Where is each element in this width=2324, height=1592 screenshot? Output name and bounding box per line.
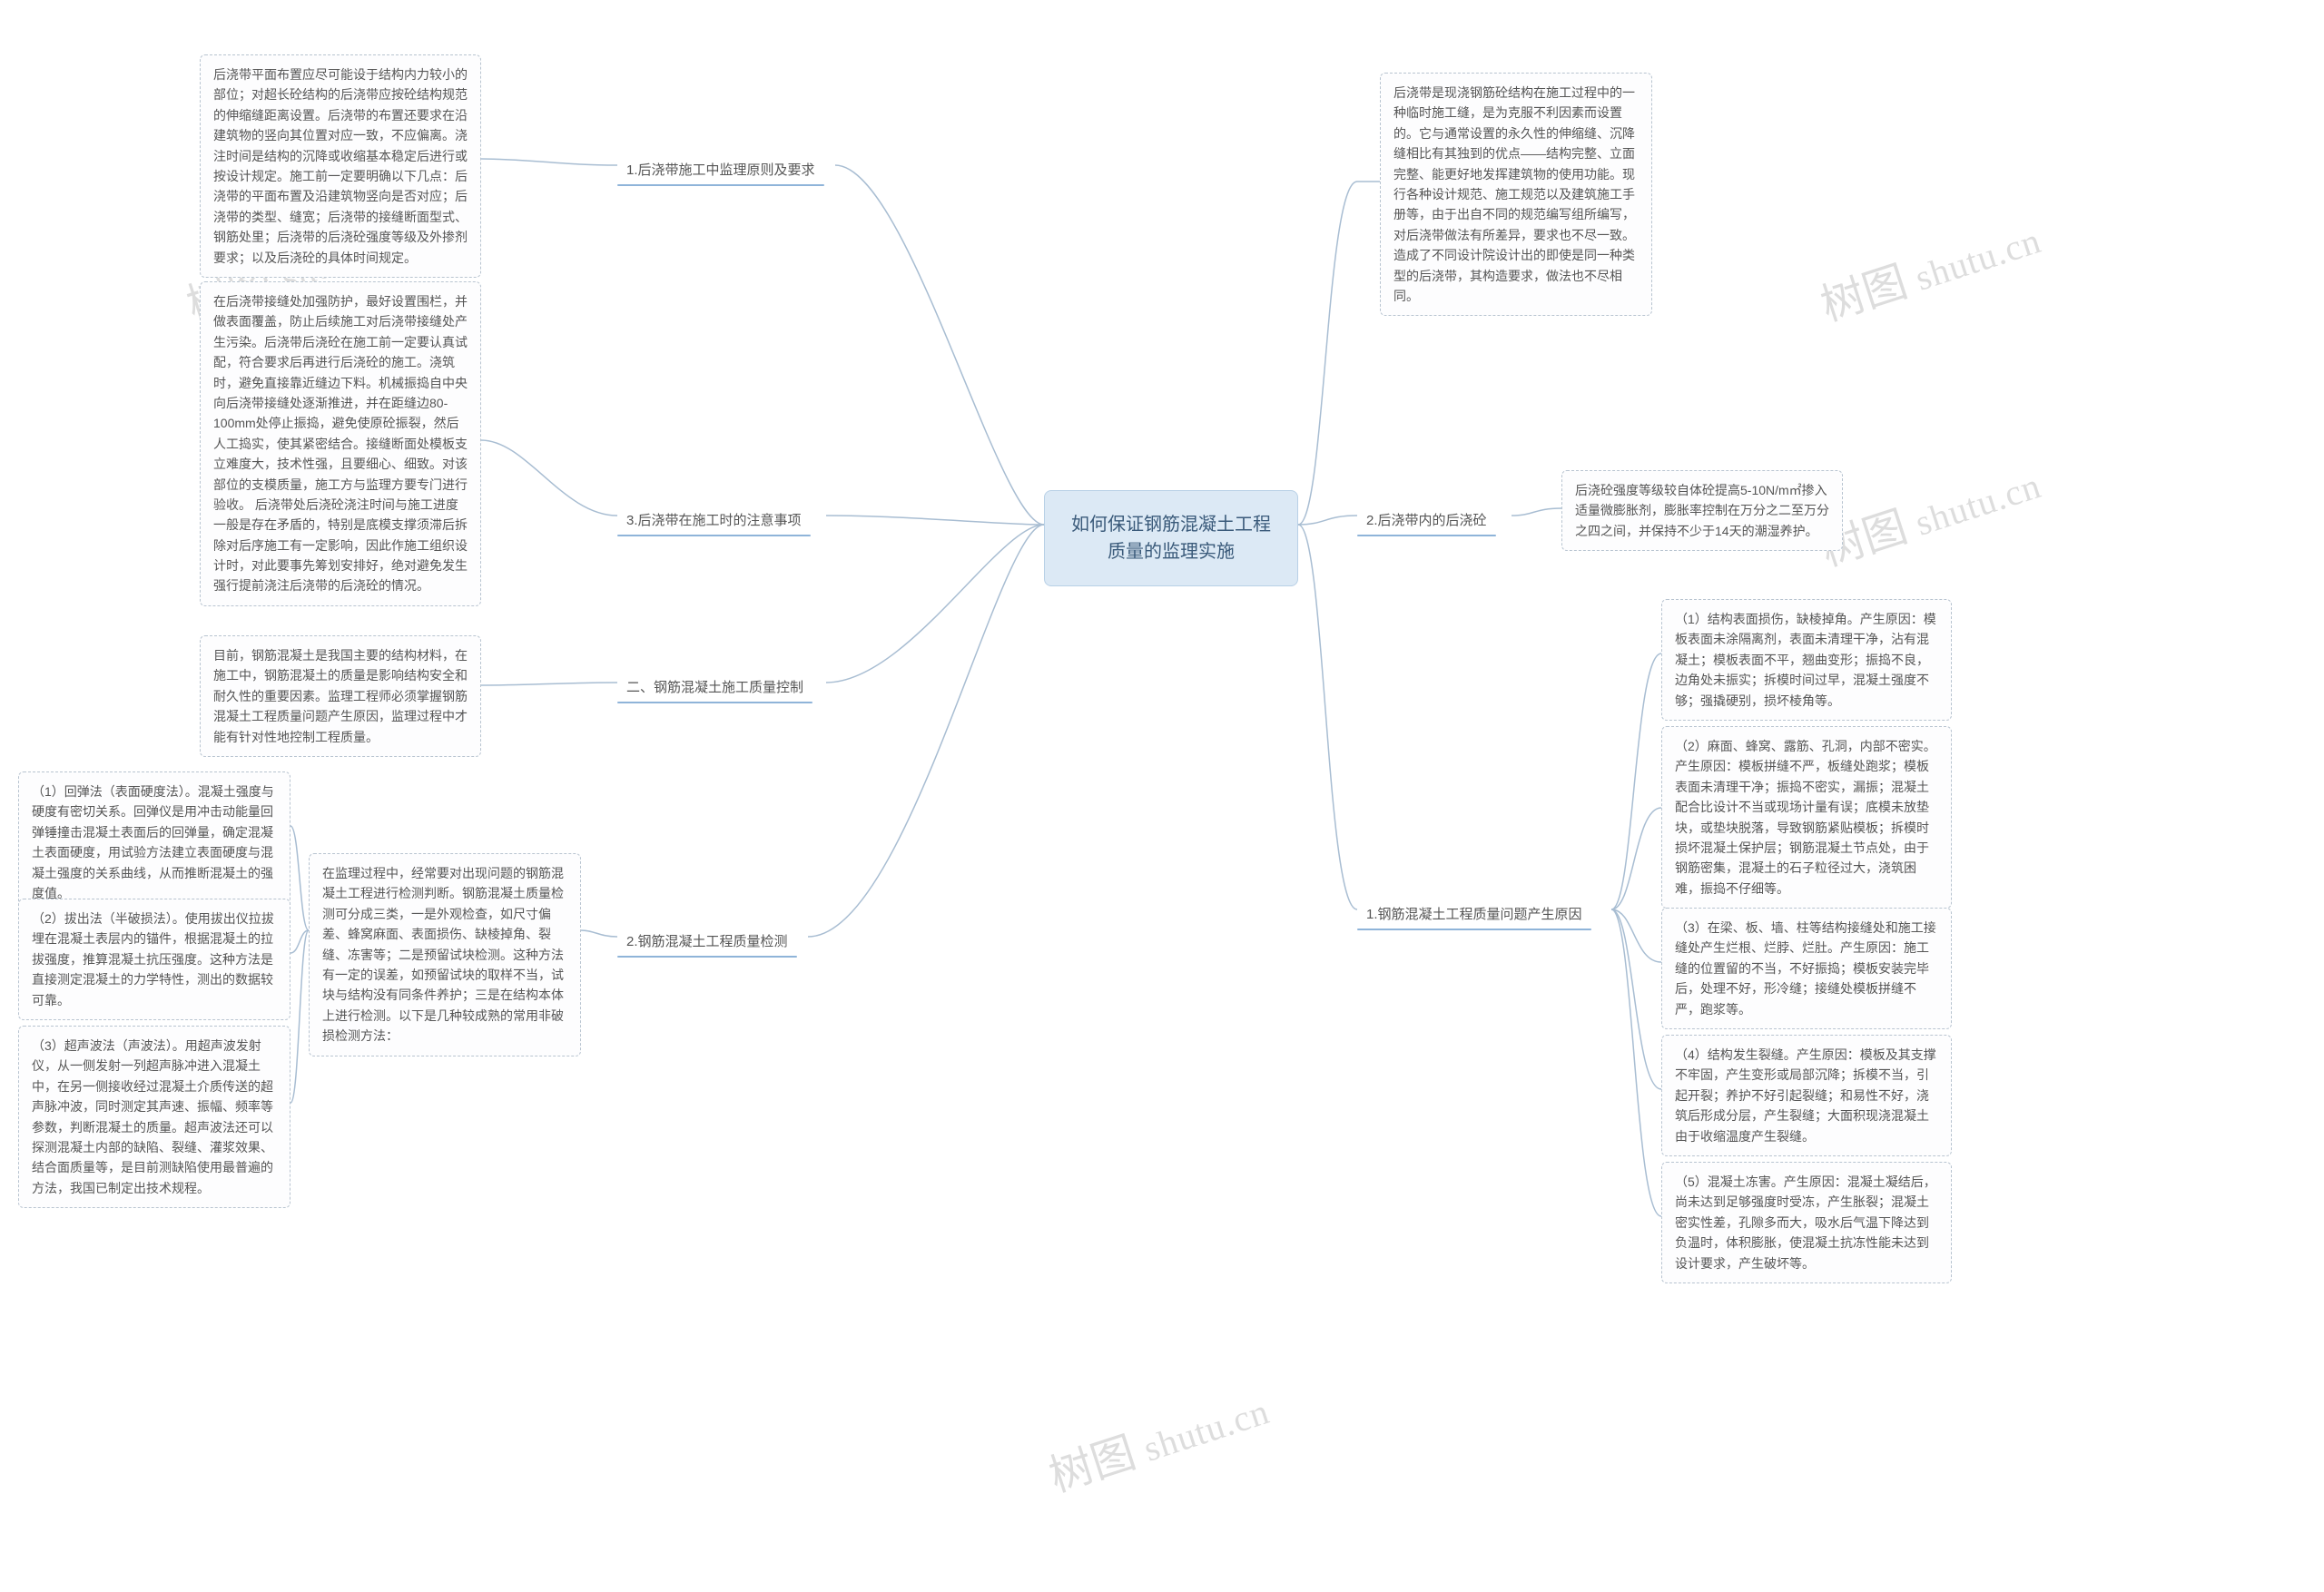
branch-label: 3.后浇带在施工时的注意事项 — [626, 513, 802, 528]
leaf-text: （3）在梁、板、墙、柱等结构接缝处和施工接缝处产生烂根、烂脖、烂肚。产生原因：施… — [1675, 920, 1936, 1017]
leaf-text: 后浇带平面布置应尽可能设于结构内力较小的部位；对超长砼结构的后浇带应按砼结构规范… — [213, 67, 468, 265]
leaf-text: 后浇砼强度等级较自体砼提高5-10N/m㎡掺入适量微膨胀剂，膨胀率控制在万分之二… — [1575, 483, 1829, 538]
leaf-node: 后浇带是现浇钢筋砼结构在施工过程中的一种临时施工缝，是为克服不利因素而设置的。它… — [1380, 73, 1652, 316]
branch-l1: 1.后浇带施工中监理原则及要求 — [617, 154, 824, 184]
branch-label: 1.后浇带施工中监理原则及要求 — [626, 162, 815, 178]
leaf-text: （1）结构表面损伤，缺棱掉角。产生原因：模板表面未涂隔离剂，表面未清理干净，沾有… — [1675, 612, 1936, 708]
leaf-node: （5）混凝土冻害。产生原因：混凝土凝结后，尚未达到足够强度时受冻，产生胀裂；混凝… — [1661, 1162, 1952, 1283]
center-node: 如何保证钢筋混凝土工程 质量的监理实施 — [1044, 490, 1298, 586]
branch-label: 2.后浇带内的后浇砼 — [1366, 513, 1487, 528]
leaf-text: 后浇带是现浇钢筋砼结构在施工过程中的一种临时施工缝，是为克服不利因素而设置的。它… — [1393, 85, 1635, 303]
leaf-text: （3）超声波法（声波法）。用超声波发射仪，从一侧发射一列超声脉冲进入混凝土中，在… — [32, 1038, 273, 1195]
leaf-text: 在监理过程中，经常要对出现问题的钢筋混凝土工程进行检测判断。钢筋混凝土质量检测可… — [322, 866, 564, 1043]
leaf-node: （3）在梁、板、墙、柱等结构接缝处和施工接缝处产生烂根、烂脖、烂肚。产生原因：施… — [1661, 908, 1952, 1029]
leaf-node: （2）麻面、蜂窝、露筋、孔洞，内部不密实。产生原因：模板拼缝不严，板缝处跑浆；模… — [1661, 726, 1952, 909]
leaf-node: （3）超声波法（声波法）。用超声波发射仪，从一侧发射一列超声脉冲进入混凝土中，在… — [18, 1026, 290, 1208]
leaf-node: 在监理过程中，经常要对出现问题的钢筋混凝土工程进行检测判断。钢筋混凝土质量检测可… — [309, 853, 581, 1056]
center-title-line2: 质量的监理实施 — [1068, 538, 1274, 565]
leaf-text: 目前，钢筋混凝土是我国主要的结构材料，在施工中，钢筋混凝土的质量是影响结构安全和… — [213, 648, 468, 744]
leaf-node: 后浇带平面布置应尽可能设于结构内力较小的部位；对超长砼结构的后浇带应按砼结构规范… — [200, 54, 481, 278]
center-title-line1: 如何保证钢筋混凝土工程 — [1068, 511, 1274, 538]
leaf-text: （2）麻面、蜂窝、露筋、孔洞，内部不密实。产生原因：模板拼缝不严，板缝处跑浆；模… — [1675, 739, 1936, 896]
leaf-node: （1）结构表面损伤，缺棱掉角。产生原因：模板表面未涂隔离剂，表面未清理干净，沾有… — [1661, 599, 1952, 721]
branch-l3: 3.后浇带在施工时的注意事项 — [617, 505, 811, 535]
branch-label: 二、钢筋混凝土施工质量控制 — [626, 680, 803, 695]
watermark: 树图 shutu.cn — [1039, 1373, 1275, 1504]
branch-label: 2.钢筋混凝土工程质量检测 — [626, 934, 788, 949]
leaf-node: （2）拔出法（半破损法）。使用拔出仪拉拔埋在混凝土表层内的锚件，根据混凝土的拉拔… — [18, 899, 290, 1020]
leaf-text: （4）结构发生裂缝。产生原因：模板及其支撑不牢固，产生变形或局部沉降；拆模不当，… — [1675, 1047, 1936, 1144]
leaf-node: 后浇砼强度等级较自体砼提高5-10N/m㎡掺入适量微膨胀剂，膨胀率控制在万分之二… — [1561, 470, 1843, 551]
watermark: 树图 shutu.cn — [1811, 447, 2047, 578]
leaf-node: 目前，钢筋混凝土是我国主要的结构材料，在施工中，钢筋混凝土的质量是影响结构安全和… — [200, 635, 481, 757]
branch-label: 1.钢筋混凝土工程质量问题产生原因 — [1366, 907, 1582, 922]
branch-l2q: 2.钢筋混凝土工程质量检测 — [617, 926, 797, 956]
branch-r2: 1.钢筋混凝土工程质量问题产生原因 — [1357, 899, 1591, 929]
leaf-text: （2）拔出法（半破损法）。使用拔出仪拉拔埋在混凝土表层内的锚件，根据混凝土的拉拔… — [32, 911, 274, 1007]
branch-lB: 二、钢筋混凝土施工质量控制 — [617, 672, 812, 702]
leaf-text: 在后浇带接缝处加强防护，最好设置围栏，并做表面覆盖，防止后续施工对后浇带接缝处产… — [213, 294, 468, 593]
watermark: 树图 shutu.cn — [1811, 202, 2047, 333]
leaf-text: （5）混凝土冻害。产生原因：混凝土凝结后，尚未达到足够强度时受冻，产生胀裂；混凝… — [1675, 1174, 1936, 1271]
leaf-node: （4）结构发生裂缝。产生原因：模板及其支撑不牢固，产生变形或局部沉降；拆模不当，… — [1661, 1035, 1952, 1156]
leaf-node: （1）回弹法（表面硬度法）。混凝土强度与硬度有密切关系。回弹仪是用冲击动能量回弹… — [18, 771, 290, 913]
leaf-node: 在后浇带接缝处加强防护，最好设置围栏，并做表面覆盖，防止后续施工对后浇带接缝处产… — [200, 281, 481, 606]
branch-r1: 2.后浇带内的后浇砼 — [1357, 505, 1496, 535]
leaf-text: （1）回弹法（表面硬度法）。混凝土强度与硬度有密切关系。回弹仪是用冲击动能量回弹… — [32, 784, 274, 900]
